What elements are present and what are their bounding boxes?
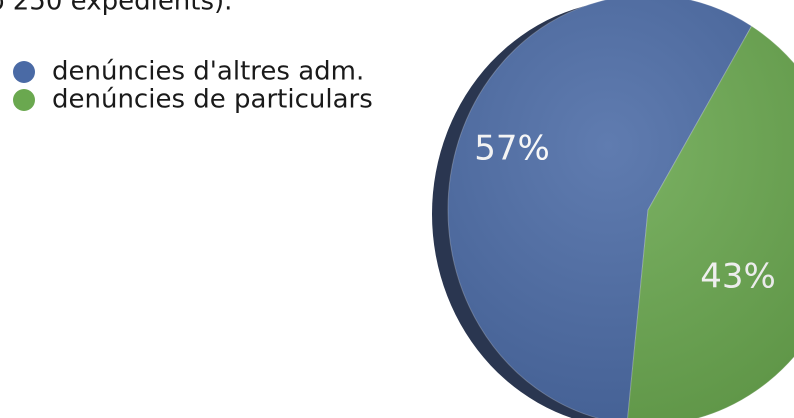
subtitle: b 250 expedients). <box>0 0 232 17</box>
legend-swatch <box>13 89 35 111</box>
slice-label: 57% <box>474 129 550 169</box>
legend-text: denúncies d'altres adm. <box>52 57 364 87</box>
legend-text: denúncies de particulars <box>52 85 373 115</box>
legend-swatch <box>13 61 35 83</box>
slice-label: 43% <box>700 257 776 297</box>
